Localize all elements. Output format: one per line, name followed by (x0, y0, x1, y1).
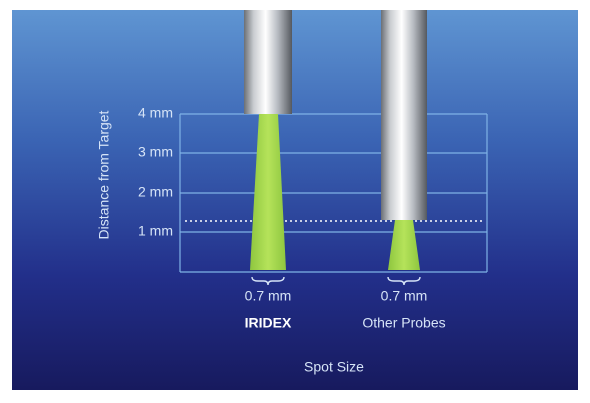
y-label: 3 mm (138, 144, 173, 160)
spot-size: 0.7 mm (245, 288, 292, 304)
axis-title: Distance from Target (96, 110, 112, 239)
probe-iridex (244, 10, 292, 114)
probe-other (381, 10, 427, 220)
background-panel (12, 10, 578, 390)
brace (387, 276, 421, 286)
beam-iridex (250, 114, 286, 270)
probe-name: Other Probes (362, 315, 445, 331)
grid (179, 113, 488, 273)
y-label: 4 mm (138, 105, 173, 121)
y-label: 2 mm (138, 184, 173, 200)
y-label: 1 mm (138, 223, 173, 239)
spot-size: 0.7 mm (381, 288, 428, 304)
brace (251, 276, 285, 286)
x-title: Spot Size (304, 359, 364, 375)
probe-name: IRIDEX (245, 315, 292, 331)
beam-other (388, 220, 420, 270)
